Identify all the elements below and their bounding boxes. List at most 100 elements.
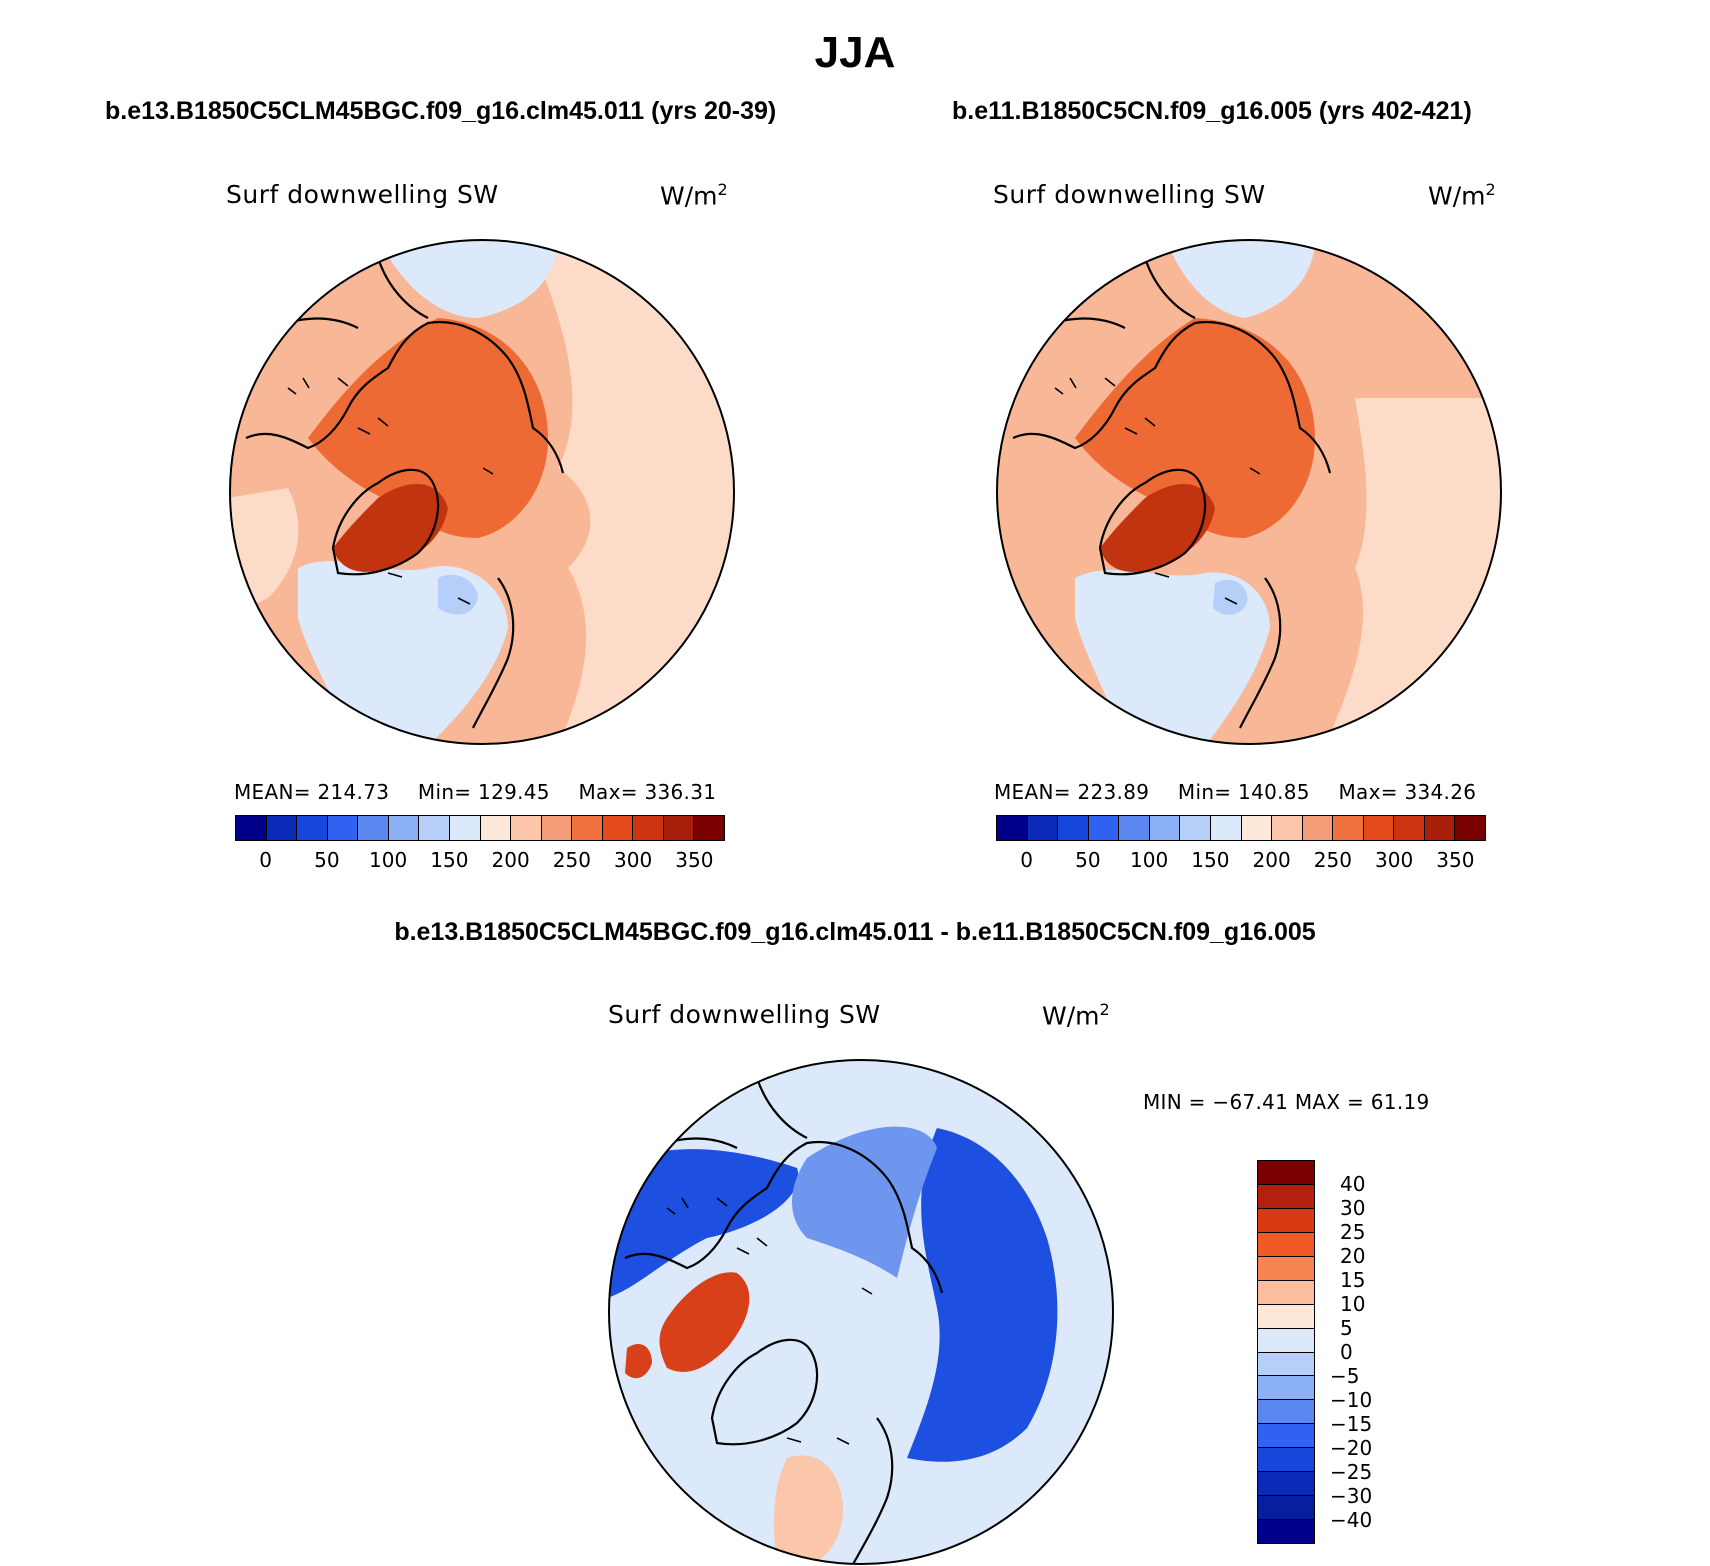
coastline-islands	[287, 377, 494, 605]
colorbar-tick-label: 250	[1313, 848, 1352, 872]
coastline-islands	[666, 1197, 873, 1445]
colorbar-tick-label: 200	[1252, 848, 1291, 872]
units-base: W/m	[660, 181, 718, 211]
coastline	[624, 1077, 944, 1564]
panel-a-map	[229, 239, 735, 745]
units-base: W/m	[1042, 1001, 1100, 1031]
max-value: 334.26	[1404, 780, 1477, 804]
difference-colorbar	[1257, 1160, 1315, 1544]
coastline-islands	[1054, 377, 1261, 605]
panel-a-colorbar-labels: 0 50 100 150 200 250 300 350	[235, 848, 725, 874]
colorbar-box	[1258, 1496, 1314, 1521]
min-value: 129.45	[478, 780, 550, 804]
blue-band-eurasia	[907, 1128, 1058, 1462]
panel-b-variable: Surf downwelling SW	[993, 180, 1266, 209]
difference-units: W/m2	[1042, 1000, 1110, 1030]
colorbar-box	[480, 816, 512, 840]
colorbar-tick-label: 150	[1191, 848, 1230, 872]
colorbar-tick-label: −30	[1330, 1484, 1373, 1508]
colorbar-box	[1258, 1376, 1314, 1401]
panel-a-title: b.e13.B1850C5CLM45BGC.f09_g16.clm45.011 …	[105, 97, 777, 125]
colorbar-tick-label: 150	[430, 848, 469, 872]
colorbar-tick-label: 350	[1436, 848, 1475, 872]
colorbar-box	[1363, 816, 1395, 840]
colorbar-box	[297, 816, 328, 840]
units-base: W/m	[1428, 181, 1486, 211]
colorbar-box	[1272, 816, 1303, 840]
colorbar-tick-label: 200	[491, 848, 530, 872]
colorbar-tick-label: −5	[1330, 1364, 1360, 1388]
colorbar-box	[511, 816, 542, 840]
colorbar-box	[1149, 816, 1181, 840]
colorbar-tick-label: 40	[1340, 1172, 1366, 1196]
colorbar-tick-label: −20	[1330, 1436, 1373, 1460]
colorbar-tick-label: 0	[1340, 1340, 1353, 1364]
colorbar-box	[1258, 1184, 1314, 1209]
colorbar-box	[602, 816, 634, 840]
colorbar-box	[1058, 816, 1089, 840]
colorbar-tick-label: −10	[1330, 1388, 1373, 1412]
colorbar-box	[1119, 816, 1150, 840]
colorbar-tick-label: 100	[1130, 848, 1169, 872]
colorbar-tick-label: 20	[1340, 1244, 1366, 1268]
colorbar-box	[1258, 1520, 1314, 1543]
pale-red-europe	[774, 1455, 843, 1564]
min-label: Min=	[417, 780, 472, 804]
greenland-warm-region	[333, 484, 448, 572]
panel-b-colorbar-labels: 0 50 100 150 200 250 300 350	[996, 848, 1486, 874]
max-value: 336.31	[644, 780, 717, 804]
coastline	[1012, 257, 1332, 729]
panel-b-title: b.e11.B1850C5CN.f09_g16.005 (yrs 402-421…	[952, 97, 1472, 125]
mid-blue-shading	[792, 1126, 937, 1278]
colorbar-box	[1258, 1256, 1314, 1281]
mean-label: MEAN=	[234, 780, 311, 804]
colorbar-box	[633, 816, 664, 840]
colorbar-tick-label: 25	[1340, 1220, 1366, 1244]
colorbar-box	[266, 816, 298, 840]
mid-blue-patch	[438, 574, 478, 615]
colorbar-box	[236, 816, 267, 840]
panel-b-colorbar	[996, 815, 1486, 841]
colorbar-box	[388, 816, 420, 840]
colorbar-box	[1333, 816, 1364, 840]
map-outline	[996, 239, 1502, 745]
colorbar-box	[1258, 1448, 1314, 1473]
cool-region-top	[378, 240, 558, 318]
coastline	[245, 257, 565, 729]
colorbar-box	[1302, 816, 1334, 840]
map-outline	[229, 239, 735, 745]
colorbar-tick-label: −15	[1330, 1412, 1373, 1436]
colorbar-box	[1258, 1304, 1314, 1329]
difference-colorbar-labels: 40 30 25 20 15 10 5 0 −5 −10 −15 −20 −25 −30 −40	[1330, 1160, 1410, 1544]
min-value: 140.85	[1238, 780, 1310, 804]
colorbar-tick-label: 250	[552, 848, 591, 872]
colorbar-box	[997, 816, 1028, 840]
units-exponent: 2	[717, 180, 728, 199]
max-label: Max=	[1338, 780, 1398, 804]
figure-title: JJA	[814, 28, 896, 77]
colorbar-tick-label: 300	[614, 848, 653, 872]
colorbar-tick-label: 0	[1020, 848, 1033, 872]
pale-region	[528, 240, 734, 744]
colorbar-tick-label: 100	[369, 848, 408, 872]
mean-value: 214.73	[317, 780, 390, 804]
red-alaska-patch	[625, 1343, 652, 1379]
arctic-warm-region	[308, 318, 548, 538]
colorbar-box	[1455, 816, 1485, 840]
colorbar-box	[1241, 816, 1273, 840]
arctic-warm-region	[1075, 318, 1315, 538]
colorbar-tick-label: −40	[1330, 1508, 1373, 1532]
mid-blue-patch	[1213, 579, 1248, 615]
panel-a-units: W/m2	[660, 180, 728, 210]
cool-region-atlantic	[1075, 570, 1270, 744]
colorbar-box	[1258, 1472, 1314, 1497]
colorbar-box	[1027, 816, 1059, 840]
colorbar-box	[1258, 1208, 1314, 1233]
greenland-warm-region	[1100, 484, 1215, 572]
units-exponent: 2	[1099, 1000, 1110, 1019]
colorbar-box	[1258, 1232, 1314, 1257]
panel-a-stats: MEAN= 214.73 Min= 129.45 Max= 336.31	[234, 780, 716, 804]
colorbar-box	[1424, 816, 1456, 840]
colorbar-tick-label: 15	[1340, 1268, 1366, 1292]
colorbar-box	[1258, 1328, 1314, 1353]
